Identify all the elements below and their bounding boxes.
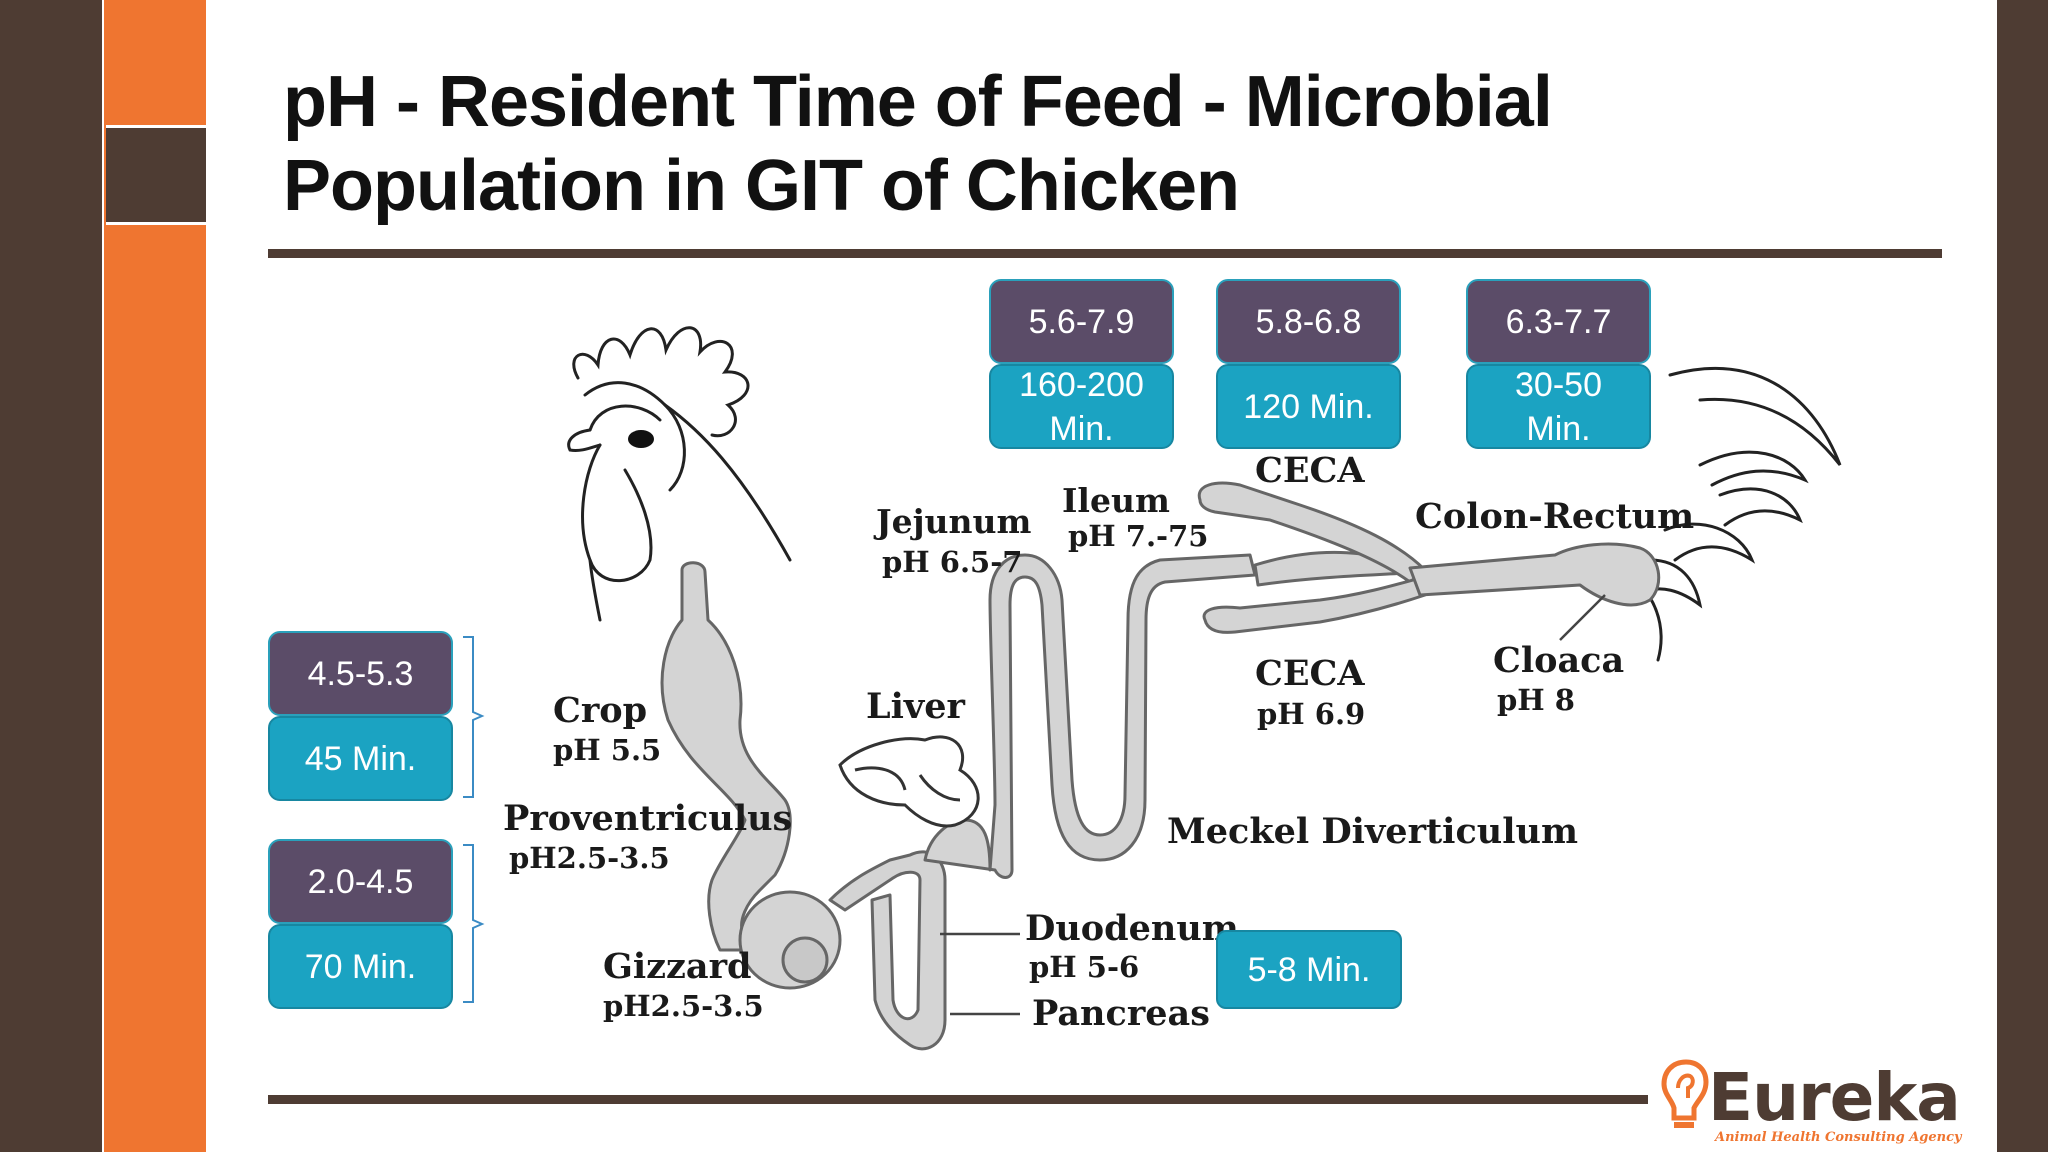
label-proventriculus: Proventriculus: [503, 798, 792, 839]
tail-feathers: [1643, 366, 1842, 662]
label-proventriculus-ph: pH2.5-3.5: [509, 841, 670, 875]
bottom-divider: [268, 1095, 1648, 1104]
ileum-ph-box: 5.8-6.8: [1216, 279, 1401, 364]
accent-square: [106, 125, 206, 225]
label-crop-ph: pH 5.5: [553, 733, 661, 767]
anatomy-labels: Jejunum pH 6.5-7 Ileum pH 7.-75 CECA Col…: [503, 450, 1694, 1034]
lightbulb-head-icon: [1661, 1059, 1709, 1128]
crop-ph-value: 4.5-5.3: [307, 654, 414, 693]
digestive-tract: [660, 481, 1661, 1051]
ileum-time-value: 120 Min.: [1243, 387, 1374, 426]
label-meckel: Meckel Diverticulum: [1167, 811, 1578, 852]
label-ileum: Ileum: [1062, 481, 1170, 520]
proventriculus-ph-value: 2.0-4.5: [307, 862, 414, 901]
jejunum-time-value: 160-200 Min.: [1019, 365, 1144, 448]
ceca-time-box: 30-50 Min.: [1466, 364, 1651, 449]
duodenum-time-value: 5-8 Min.: [1247, 950, 1371, 989]
left-border-band: [0, 0, 102, 1152]
ileum-ph-value: 5.8-6.8: [1255, 302, 1362, 341]
ceca-time-value: 30-50 Min.: [1515, 365, 1602, 448]
label-colon-rectum: Colon-Rectum: [1415, 496, 1694, 537]
right-border-band: [1997, 0, 2048, 1152]
label-pancreas: Pancreas: [1032, 993, 1210, 1034]
label-liver: Liver: [866, 686, 966, 727]
label-jejunum-ph: pH 6.5-7: [882, 545, 1022, 579]
title-divider: [268, 249, 1942, 258]
label-duodenum-ph: pH 5-6: [1029, 950, 1139, 984]
proventriculus-ph-box: 2.0-4.5: [268, 839, 453, 924]
rooster-eye: [628, 430, 654, 448]
label-jejunum: Jejunum: [873, 502, 1032, 541]
left-brackets: [463, 636, 485, 1003]
rooster-head-outline: [567, 326, 792, 622]
liver-shape: [838, 735, 980, 828]
label-cloaca: Cloaca: [1493, 640, 1624, 681]
crop-time-value: 45 Min.: [304, 739, 417, 778]
pointer-lines: [940, 594, 1606, 1016]
jejunum-time-box: 160-200 Min.: [989, 364, 1174, 449]
label-duodenum: Duodenum: [1025, 908, 1239, 949]
duodenum-time-box: 5-8 Min.: [1216, 930, 1402, 1009]
ileum-time-box: 120 Min.: [1216, 364, 1401, 449]
label-gizzard: Gizzard: [603, 946, 752, 987]
jejunum-ph-box: 5.6-7.9: [989, 279, 1174, 364]
ceca-ph-box: 6.3-7.7: [1466, 279, 1651, 364]
ceca-ph-value: 6.3-7.7: [1505, 302, 1612, 341]
label-cloaca-ph: pH 8: [1497, 683, 1575, 717]
logo-tagline: Animal Health Consulting Agency: [1715, 1130, 1962, 1145]
label-ceca-bottom: CECA: [1255, 653, 1365, 694]
crop-time-box: 45 Min.: [268, 716, 453, 801]
label-ileum-ph: pH 7.-75: [1068, 519, 1208, 553]
label-ceca-bottom-ph: pH 6.9: [1257, 697, 1365, 731]
label-ceca-top: CECA: [1255, 450, 1365, 491]
proventriculus-time-box: 70 Min.: [268, 924, 453, 1009]
label-crop: Crop: [553, 690, 647, 731]
jejunum-ph-value: 5.6-7.9: [1028, 302, 1135, 341]
slide-title: pH - Resident Time of Feed - Microbial P…: [283, 62, 1553, 226]
crop-ph-box: 4.5-5.3: [268, 631, 453, 716]
label-gizzard-ph: pH2.5-3.5: [603, 989, 764, 1023]
logo-name: Eureka: [1708, 1059, 1961, 1136]
proventriculus-time-value: 70 Min.: [304, 947, 417, 986]
